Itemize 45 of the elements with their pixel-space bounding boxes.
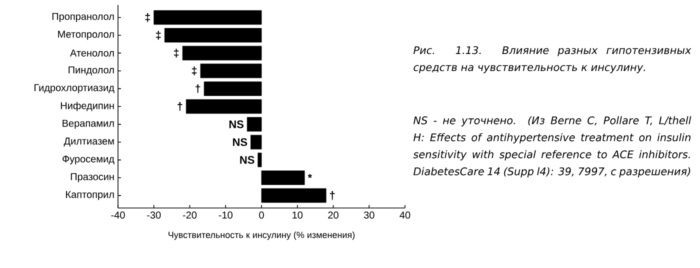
y-tick-label: Дилтиазем bbox=[64, 138, 114, 147]
data-label: NS bbox=[233, 138, 248, 146]
y-tick-label: Нифедипин bbox=[60, 102, 114, 112]
x-tick-label: 0 bbox=[259, 212, 264, 219]
y-tick-label: Атенолол bbox=[70, 50, 114, 57]
data-label: † bbox=[330, 191, 335, 200]
x-tick-label: -30 bbox=[147, 212, 161, 219]
bar bbox=[204, 81, 262, 96]
x-axis-title: Чувствительность к инсулину (% изменения) bbox=[168, 231, 355, 240]
bar bbox=[258, 152, 262, 168]
data-label: ‡ bbox=[145, 13, 150, 22]
x-tick-label: -10 bbox=[218, 212, 232, 219]
bar bbox=[186, 99, 262, 114]
bar bbox=[261, 170, 305, 185]
x-tick-label: 30 bbox=[364, 212, 374, 219]
y-tick-label: Гидрохлортиазид bbox=[34, 84, 114, 94]
data-label: † bbox=[196, 84, 200, 94]
bar bbox=[154, 10, 262, 25]
x-tick-label: -40 bbox=[111, 212, 125, 219]
y-tick-label: Пиндолол bbox=[68, 66, 114, 76]
y-tick-label: Празосин bbox=[70, 173, 114, 182]
x-tick-label: 40 bbox=[400, 212, 410, 219]
x-tick-label: 10 bbox=[292, 212, 303, 219]
y-tick-label: Фуросемид bbox=[62, 155, 114, 164]
data-label: NS bbox=[229, 120, 244, 128]
data-label: ‡ bbox=[156, 30, 161, 40]
bar bbox=[200, 64, 262, 78]
bar bbox=[182, 46, 262, 60]
y-tick-label: Пропранолол bbox=[52, 12, 114, 22]
data-label: * bbox=[308, 174, 312, 178]
data-label: ‡ bbox=[192, 66, 197, 76]
x-tick-label: 20 bbox=[328, 212, 338, 219]
y-tick-label: Метопролол bbox=[58, 30, 114, 40]
text: Рис. 1.13. Влияние разных гипотензивных средств на чувствительность к инсулину. bbox=[413, 46, 692, 74]
data-label: NS bbox=[240, 156, 254, 164]
y-tick-label: Каптоприл bbox=[66, 191, 114, 200]
bar bbox=[250, 134, 262, 150]
data-label: † bbox=[178, 102, 182, 111]
y-tick-label: Верапамил bbox=[62, 120, 114, 129]
bar bbox=[246, 117, 262, 132]
bar bbox=[164, 28, 262, 42]
data-label: ‡ bbox=[174, 48, 179, 58]
text: NS - не уточнено. (Из Berne C, Pollare T, L/thell H: Effects of antihypertensive treatment on insulin sensitivity with special reference to ACE inhibitors. DiabetesCare 14 (Supp l4): 39, 7997, с разрешения) bbox=[413, 116, 692, 178]
x-tick-label: -20 bbox=[182, 212, 197, 219]
bar bbox=[261, 188, 326, 203]
